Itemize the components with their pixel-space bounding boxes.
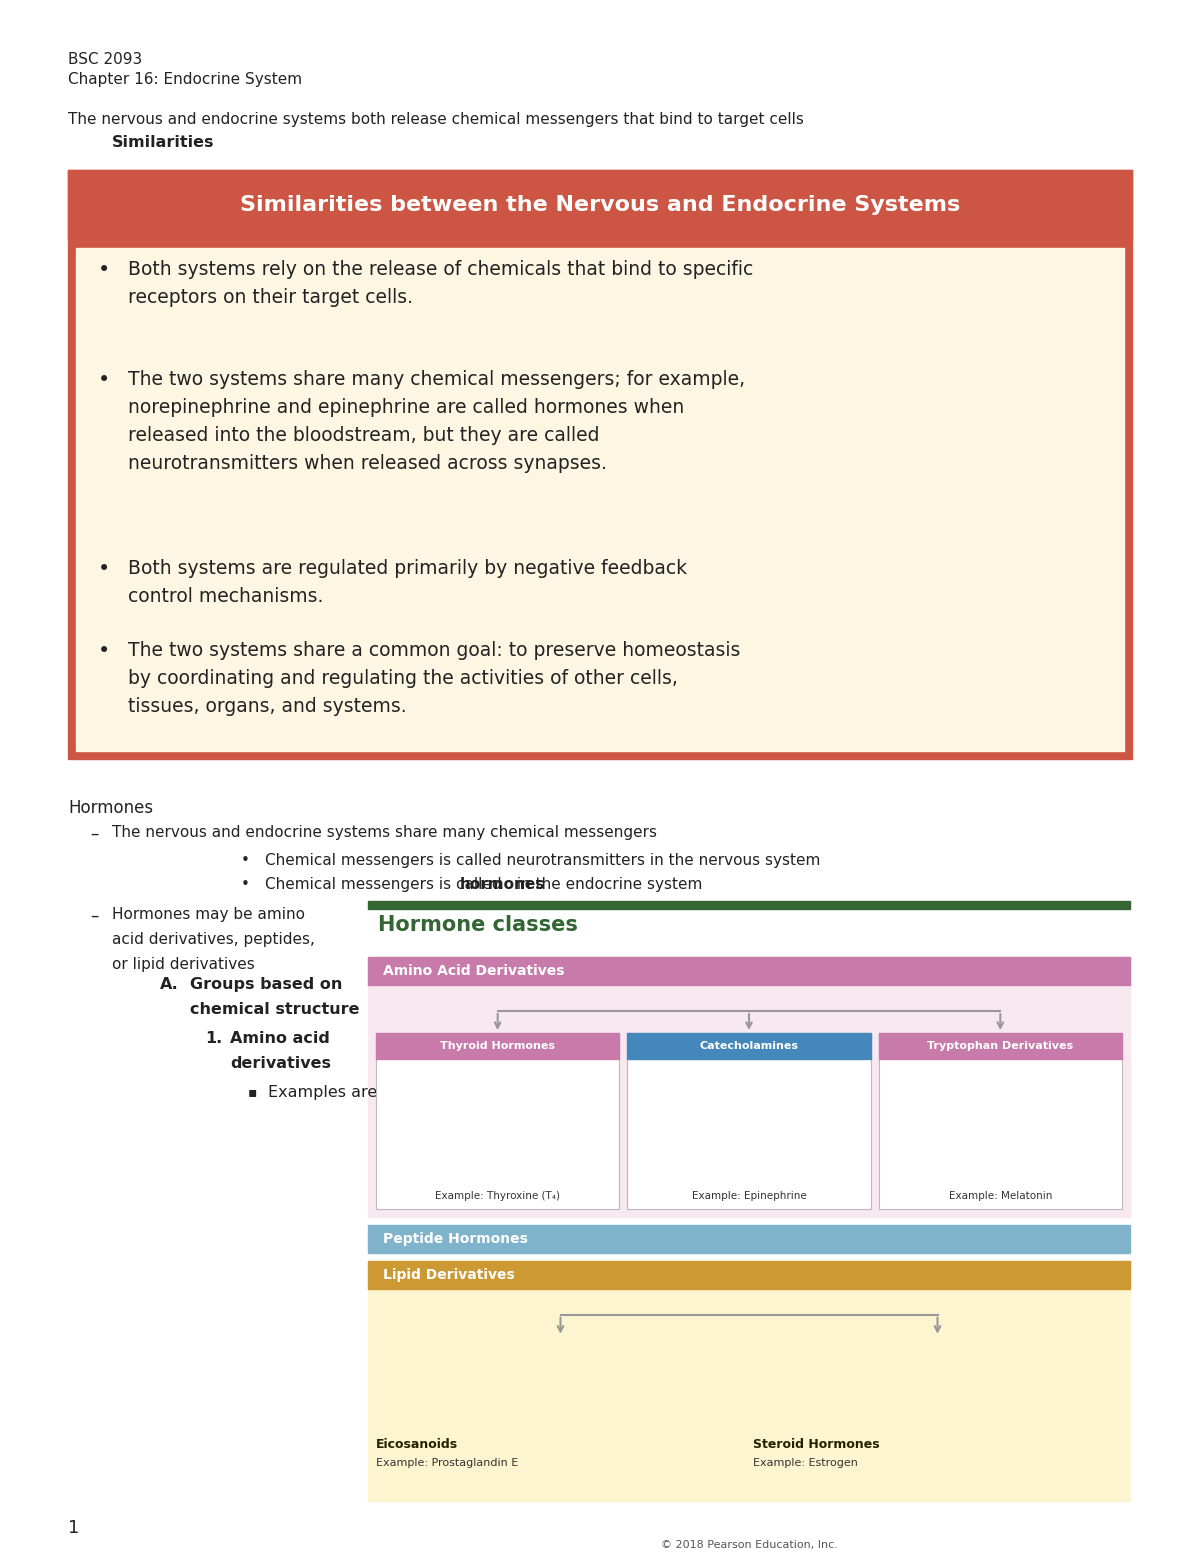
Bar [878,1033,1122,1208]
Text: Example: Prostaglandin E: Example: Prostaglandin E [376,1458,518,1468]
Text: or lipid derivatives: or lipid derivatives [112,957,254,972]
Bar [368,901,1130,909]
Text: The nervous and endocrine systems share many chemical messengers: The nervous and endocrine systems share … [112,825,658,840]
Text: control mechanisms.: control mechanisms. [128,587,323,606]
Text: Similarities between the Nervous and Endocrine Systems: Similarities between the Nervous and End… [240,194,960,214]
Text: by coordinating and regulating the activities of other cells,: by coordinating and regulating the activ… [128,669,678,688]
Text: Chemical messengers is called neurotransmitters in the nervous system: Chemical messengers is called neurotrans… [265,853,821,868]
Text: Example: Melatonin: Example: Melatonin [949,1191,1052,1200]
Text: The nervous and endocrine systems both release chemical messengers that bind to : The nervous and endocrine systems both r… [68,112,804,127]
Text: Tryptophan Derivatives: Tryptophan Derivatives [928,1041,1073,1051]
Text: ▪: ▪ [248,1086,257,1100]
Text: Example: Epinephrine: Example: Epinephrine [691,1191,806,1200]
Text: •: • [98,559,110,579]
Text: Hormone classes: Hormone classes [378,915,578,935]
Text: •: • [240,877,250,891]
Text: The two systems share a common goal: to preserve homeostasis: The two systems share a common goal: to … [128,641,740,660]
Text: Examples are: Examples are [268,1086,377,1100]
Text: 1: 1 [68,1519,79,1536]
Text: Chapter 16: Endocrine System: Chapter 16: Endocrine System [68,71,302,87]
Bar [368,957,1130,985]
Text: Example: Thyroxine (T₄): Example: Thyroxine (T₄) [436,1191,560,1200]
Bar [368,957,1130,1218]
Bar [368,1261,1130,1289]
Text: © 2018 Pearson Education, Inc.: © 2018 Pearson Education, Inc. [660,1541,838,1550]
Text: hormones: hormones [460,877,545,891]
Text: Hormones: Hormones [68,800,154,817]
Text: Eicosanoids: Eicosanoids [376,1438,458,1451]
Text: in the endocrine system: in the endocrine system [512,877,702,891]
Text: Chemical messengers is called: Chemical messengers is called [265,877,506,891]
Text: Both systems rely on the release of chemicals that bind to specific: Both systems rely on the release of chem… [128,259,754,278]
Text: Steroid Hormones: Steroid Hormones [754,1438,880,1451]
Text: released into the bloodstream, but they are called: released into the bloodstream, but they … [128,426,600,444]
Text: BSC 2093: BSC 2093 [68,51,143,67]
Text: Thyroid Hormones: Thyroid Hormones [440,1041,556,1051]
Text: acid derivatives, peptides,: acid derivatives, peptides, [112,932,314,947]
Bar [376,1033,619,1059]
Bar [376,1033,619,1208]
Text: Amino acid: Amino acid [230,1031,330,1047]
Text: receptors on their target cells.: receptors on their target cells. [128,287,413,306]
Text: chemical structure: chemical structure [190,1002,360,1017]
Text: 1.: 1. [205,1031,222,1047]
Bar [76,248,1124,752]
Text: Peptide Hormones: Peptide Hormones [383,1232,528,1246]
Bar [68,169,1132,759]
Text: tissues, organs, and systems.: tissues, organs, and systems. [128,697,407,716]
Text: Example: Estrogen: Example: Estrogen [754,1458,858,1468]
Text: Similarities: Similarities [112,135,215,151]
Bar [368,1261,1130,1500]
Bar [68,169,1132,239]
Text: The two systems share many chemical messengers; for example,: The two systems share many chemical mess… [128,370,745,388]
Text: Groups based on: Groups based on [190,977,342,992]
Text: Hormones may be amino: Hormones may be amino [112,907,305,922]
Bar [628,1033,871,1059]
Bar [628,1033,871,1208]
Bar [878,1033,1122,1059]
Text: •: • [98,259,110,280]
Text: Amino Acid Derivatives: Amino Acid Derivatives [383,964,564,978]
Text: derivatives: derivatives [230,1056,331,1072]
Text: Lipid Derivatives: Lipid Derivatives [383,1267,515,1281]
Text: –: – [90,825,98,843]
Text: –: – [90,907,98,926]
Text: neurotransmitters when released across synapses.: neurotransmitters when released across s… [128,453,607,472]
Text: norepinephrine and epinephrine are called hormones when: norepinephrine and epinephrine are calle… [128,398,684,416]
Text: A.: A. [160,977,179,992]
Bar [368,1225,1130,1253]
Text: •: • [240,853,250,868]
Text: •: • [98,370,110,390]
Text: •: • [98,641,110,662]
Text: Catecholamines: Catecholamines [700,1041,798,1051]
Text: Both systems are regulated primarily by negative feedback: Both systems are regulated primarily by … [128,559,688,578]
